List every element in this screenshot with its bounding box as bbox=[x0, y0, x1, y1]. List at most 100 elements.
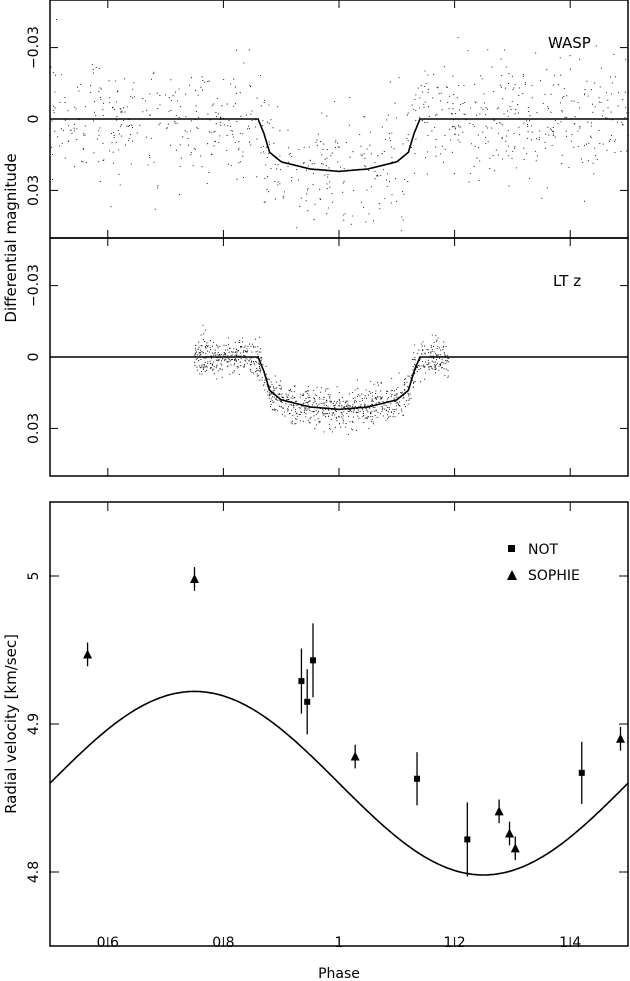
photometry-point bbox=[371, 398, 373, 400]
photometry-point bbox=[281, 407, 283, 409]
photometry-point bbox=[278, 399, 280, 401]
photometry-point bbox=[227, 125, 229, 127]
photometry-point bbox=[414, 363, 416, 365]
photometry-point bbox=[321, 163, 323, 165]
photometry-point bbox=[221, 369, 223, 371]
photometry-point bbox=[559, 57, 561, 59]
photometry-point bbox=[584, 93, 586, 95]
photometry-point bbox=[308, 421, 310, 423]
photometry-point bbox=[103, 159, 105, 161]
photometry-point bbox=[226, 103, 228, 105]
photometry-point bbox=[300, 393, 302, 395]
photometry-point bbox=[447, 375, 449, 377]
photometry-point bbox=[197, 348, 199, 350]
photometry-point bbox=[507, 83, 510, 85]
photometry-point bbox=[352, 406, 354, 408]
photometry-point bbox=[153, 71, 155, 73]
photometry-point bbox=[236, 351, 238, 353]
photometry-point bbox=[539, 80, 541, 82]
photometry-point bbox=[296, 418, 298, 420]
photometry-point bbox=[343, 168, 345, 170]
photometry-point bbox=[613, 140, 616, 142]
photometry-point bbox=[500, 86, 502, 88]
photometry-point bbox=[238, 359, 240, 361]
photometry-point bbox=[517, 104, 519, 106]
photometry-point bbox=[286, 395, 288, 397]
photometry-point bbox=[323, 404, 325, 406]
photometry-point bbox=[372, 421, 374, 423]
photometry-point bbox=[554, 42, 556, 44]
photometry-point bbox=[274, 389, 276, 391]
photometry-point bbox=[460, 103, 462, 105]
photometry-point bbox=[579, 127, 581, 129]
photometry-point bbox=[424, 121, 426, 124]
photometry-point bbox=[380, 382, 382, 384]
photometry-point bbox=[209, 360, 211, 362]
photometry-point bbox=[371, 411, 373, 413]
photometry-point bbox=[304, 391, 306, 393]
photometry-point bbox=[256, 373, 258, 375]
photometry-point bbox=[234, 363, 236, 365]
photometry-point bbox=[352, 151, 354, 153]
photometry-point bbox=[397, 387, 399, 389]
photometry-point bbox=[367, 394, 369, 396]
photometry-point bbox=[211, 153, 213, 156]
photometry-point bbox=[333, 400, 336, 402]
photometry-point bbox=[61, 142, 63, 145]
photometry-point bbox=[223, 352, 225, 354]
photometry-point bbox=[176, 122, 178, 124]
photometry-point bbox=[305, 416, 307, 418]
photometry-point bbox=[262, 151, 265, 153]
photometry-point bbox=[345, 402, 347, 404]
photometry-point bbox=[286, 399, 288, 401]
photometry-point bbox=[185, 93, 187, 95]
photometry-point bbox=[354, 397, 356, 399]
photometry-point bbox=[291, 420, 294, 422]
photometry-point bbox=[560, 74, 562, 76]
photometry-point bbox=[247, 125, 249, 127]
photometry-point bbox=[123, 107, 125, 109]
photometry-point bbox=[476, 114, 478, 116]
photometry-point bbox=[274, 409, 276, 411]
photometry-point bbox=[482, 108, 484, 111]
photometry-point bbox=[446, 360, 448, 362]
photometry-point bbox=[279, 387, 281, 390]
photometry-point bbox=[238, 350, 240, 352]
photometry-point bbox=[144, 100, 147, 102]
photometry-point bbox=[198, 351, 200, 354]
photometry-point bbox=[611, 82, 613, 84]
photometry-point bbox=[194, 354, 196, 356]
photometry-point bbox=[73, 166, 75, 168]
photometry-point bbox=[249, 343, 251, 345]
photometry-point bbox=[228, 119, 230, 122]
photometry-point bbox=[420, 381, 422, 383]
photometry-point bbox=[187, 137, 189, 139]
photometry-point bbox=[394, 400, 396, 403]
photometry-point bbox=[446, 86, 448, 88]
photometry-point bbox=[233, 348, 235, 350]
photometry-point bbox=[571, 134, 573, 136]
photometry-point bbox=[418, 349, 420, 351]
photometry-point bbox=[283, 191, 286, 193]
photometry-point bbox=[397, 403, 399, 405]
photometry-point bbox=[121, 110, 123, 112]
photometry-point bbox=[318, 421, 320, 423]
photometry-point bbox=[610, 134, 613, 137]
photometry-point bbox=[289, 152, 291, 155]
photometry-point bbox=[150, 137, 152, 139]
photometry-point bbox=[316, 395, 318, 397]
photometry-point bbox=[91, 63, 93, 65]
photometry-point bbox=[90, 85, 92, 87]
photometry-point bbox=[370, 420, 373, 422]
photometry-point bbox=[442, 349, 444, 351]
photometry-point bbox=[334, 414, 336, 416]
photometry-point bbox=[288, 161, 290, 163]
photometry-point bbox=[393, 148, 395, 150]
photometry-point bbox=[626, 150, 628, 152]
photometry-point bbox=[404, 406, 407, 408]
photometry-point bbox=[209, 340, 212, 342]
photometry-point bbox=[246, 350, 249, 352]
photometry-point bbox=[202, 352, 204, 354]
photometry-point bbox=[379, 401, 381, 403]
photometry-point bbox=[112, 162, 115, 164]
